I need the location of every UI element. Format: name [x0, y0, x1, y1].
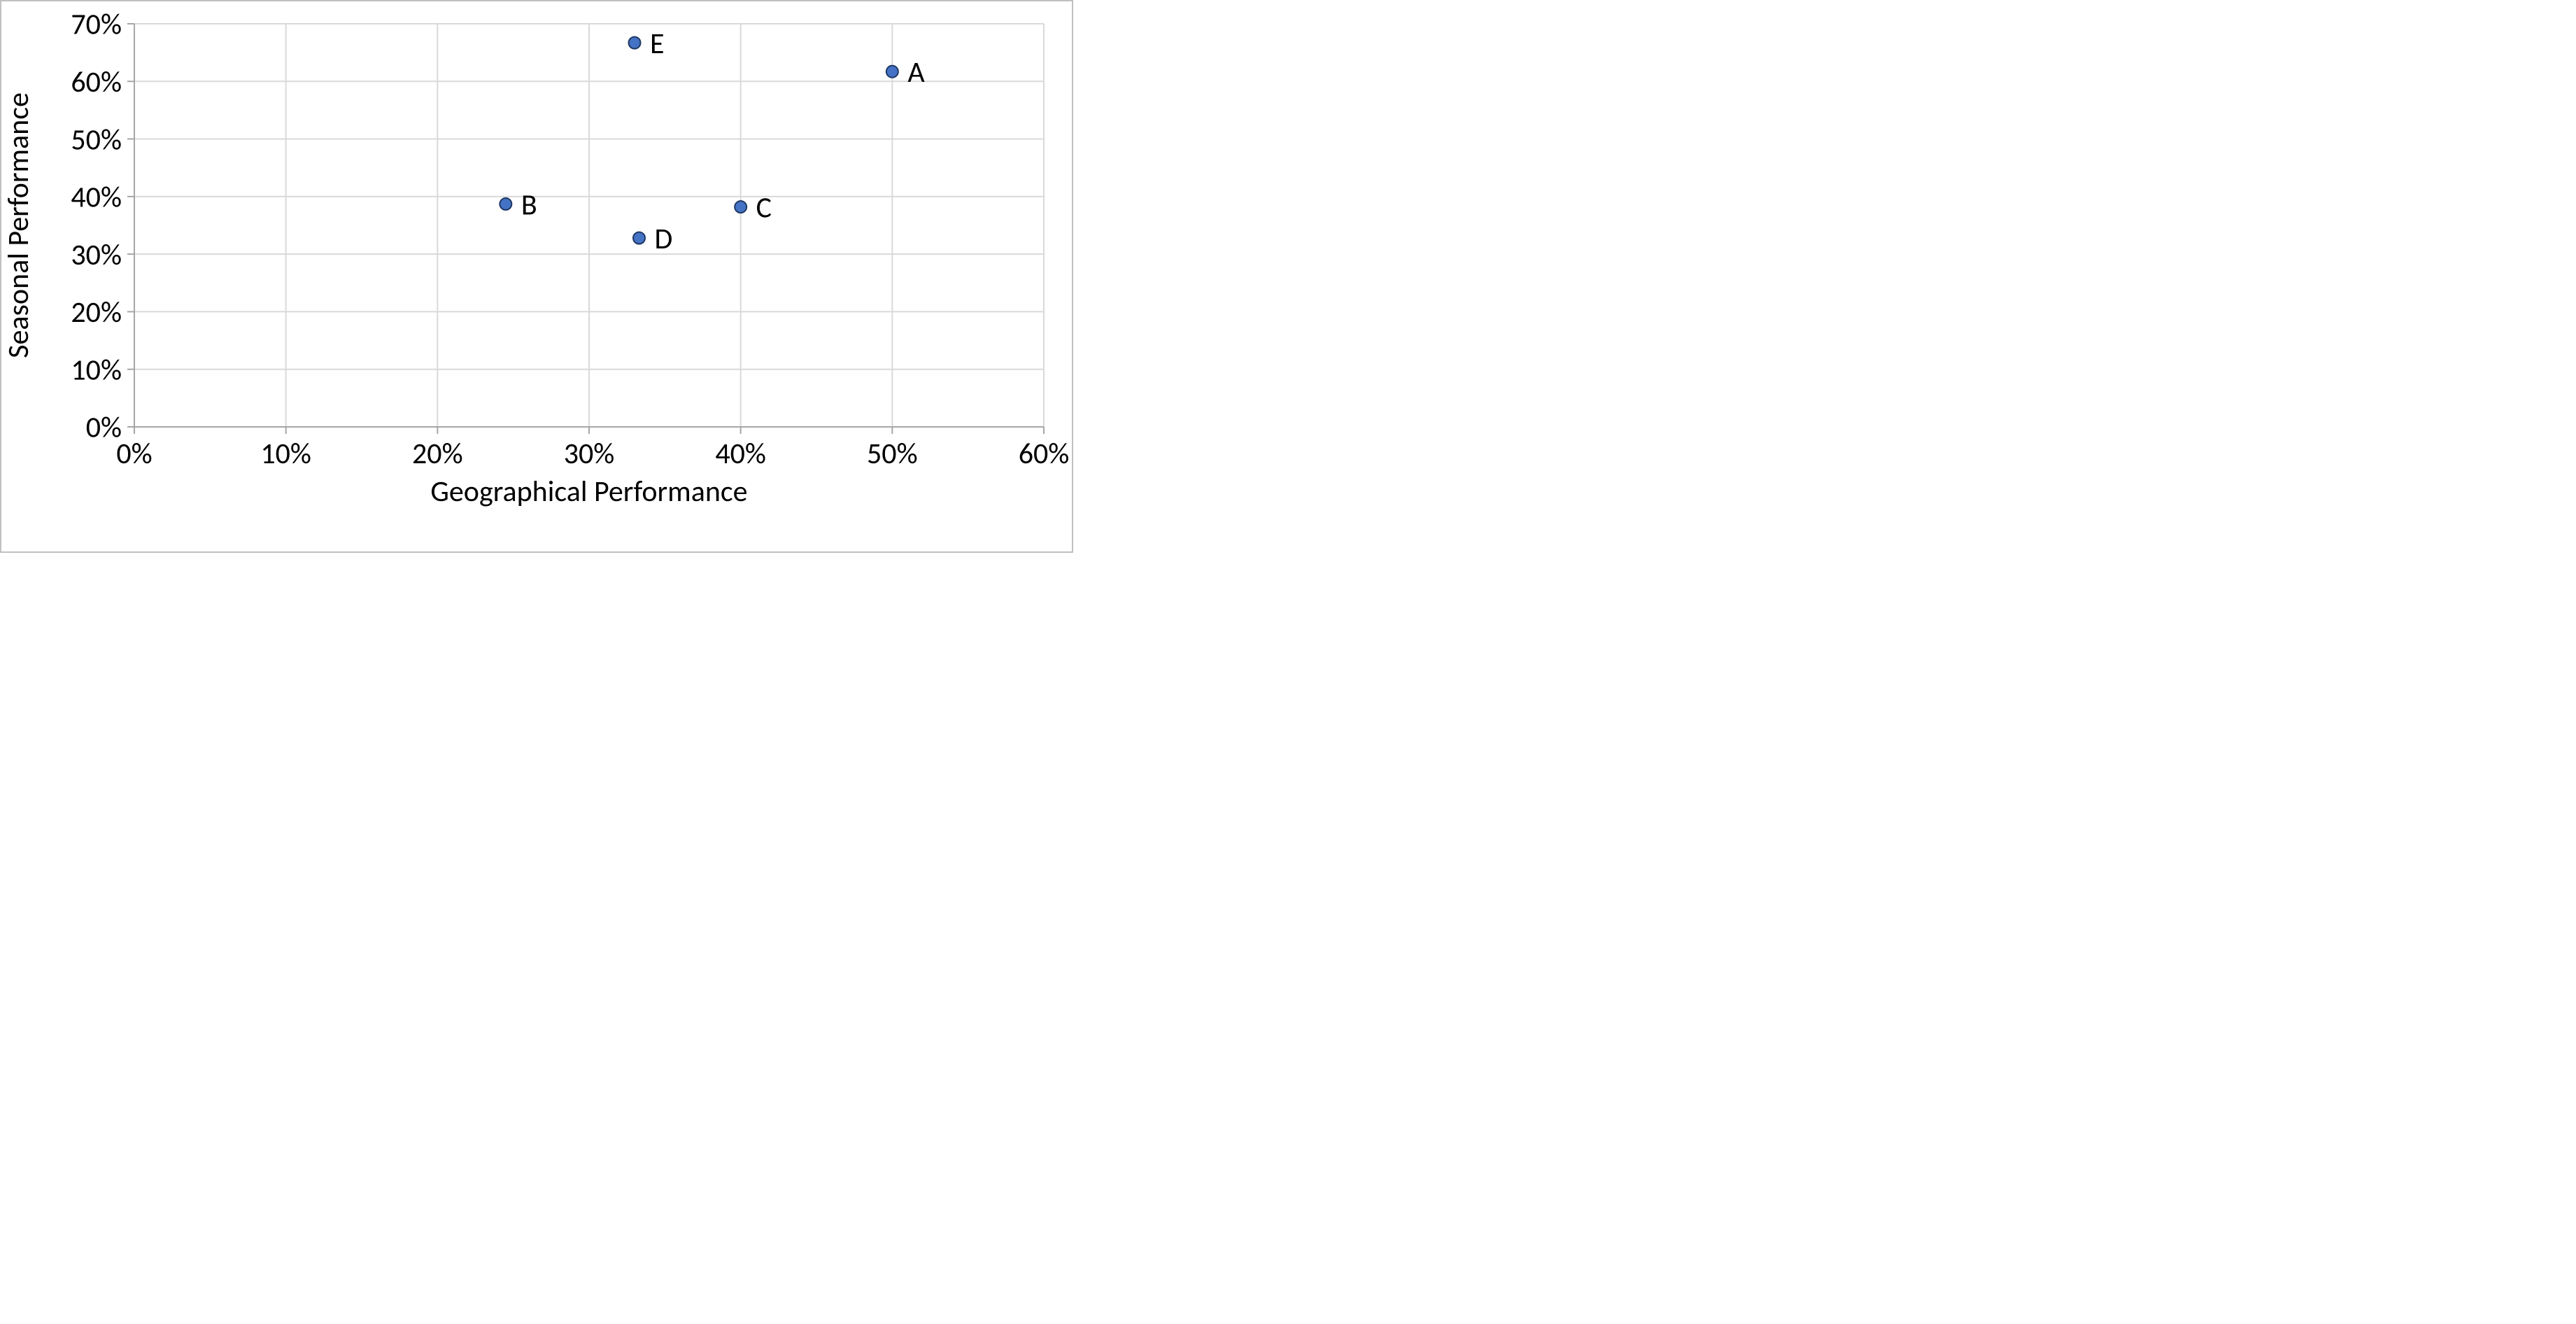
x-tick-label: 30% — [564, 436, 615, 472]
y-tick-label: 40% — [71, 180, 122, 216]
y-tick-label: 50% — [71, 122, 122, 157]
data-label: D — [655, 221, 673, 257]
x-tick-label: 20% — [412, 436, 463, 472]
scatter-chart: 0% 10% 20% 30% 40% 50% 60% 0% 10% 20% 30% 40% 50% 60%… — [0, 0, 1073, 553]
data-label: E — [650, 26, 665, 62]
x-axis-title: Geographical Performance — [430, 474, 747, 509]
chart-container: 0% 10% 20% 30% 40% 50% 60% 0% 10% 20% 30% 40% 50% 60%… — [0, 0, 2576, 553]
data-label: B — [521, 187, 537, 223]
y-axis-title: Seasonal Performance — [1, 92, 36, 358]
data-point — [500, 198, 511, 210]
x-tick-label: 0% — [116, 436, 152, 472]
y-tick-label: 70% — [71, 7, 122, 43]
data-point — [886, 66, 898, 78]
x-tick-label: 60% — [1019, 436, 1070, 472]
data-point — [633, 232, 645, 244]
x-tick-label: 10% — [260, 436, 311, 472]
data-point — [735, 201, 746, 213]
data-point — [629, 37, 641, 49]
data-label: A — [907, 55, 925, 90]
y-tick-label: 60% — [71, 64, 122, 100]
x-tick-label: 40% — [715, 436, 766, 472]
y-tick-label: 0% — [86, 410, 122, 446]
x-tick-label: 50% — [867, 436, 918, 472]
data-label: C — [756, 190, 772, 225]
y-tick-label: 10% — [71, 352, 122, 388]
y-tick-label: 20% — [71, 295, 122, 330]
y-tick-label: 30% — [71, 237, 122, 273]
